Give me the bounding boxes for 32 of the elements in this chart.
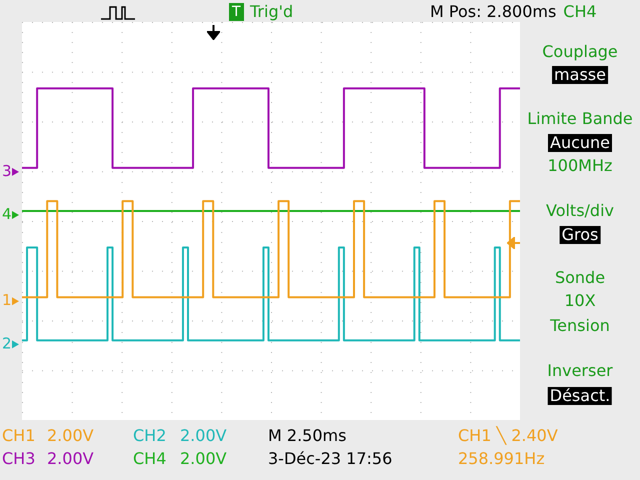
text: 2.00V [47,449,94,468]
text: Sonde [554,268,606,287]
text: CH4 [133,449,166,468]
text: T [229,3,244,21]
text: Trig'd [250,2,294,21]
text: CH4 [563,2,597,21]
text: Aucune [548,133,612,152]
text: Limite Bande [527,109,633,128]
text: M Pos: 2.800ms [430,2,556,21]
text: 258.991Hz [458,449,545,468]
legend-label: 1 [2,291,12,310]
text: 10X [564,291,596,310]
text: CH1 [2,426,36,445]
text: Gros [560,225,600,244]
text: 2.00V [180,449,227,468]
text: Couplage [542,42,618,61]
legend-label: 3 [2,162,12,180]
text: 2.00V [47,426,94,445]
text: CH1 ╲ 2.40V [458,426,558,445]
text: masse [552,65,608,84]
text: CH2 [133,426,166,445]
text: 3-Déc-23 17:56 [268,449,392,468]
text: CH3 [2,449,36,468]
text: Inverser [547,361,613,380]
text: Volts/div [546,201,614,220]
legend-label: 4 [2,204,12,223]
legend-label: 2 [2,334,12,352]
text: 100MHz [548,156,612,175]
text: 2.00V [180,426,227,445]
text: Tension [550,316,610,335]
text: Désact. [548,386,612,405]
text: M 2.50ms [268,426,346,445]
